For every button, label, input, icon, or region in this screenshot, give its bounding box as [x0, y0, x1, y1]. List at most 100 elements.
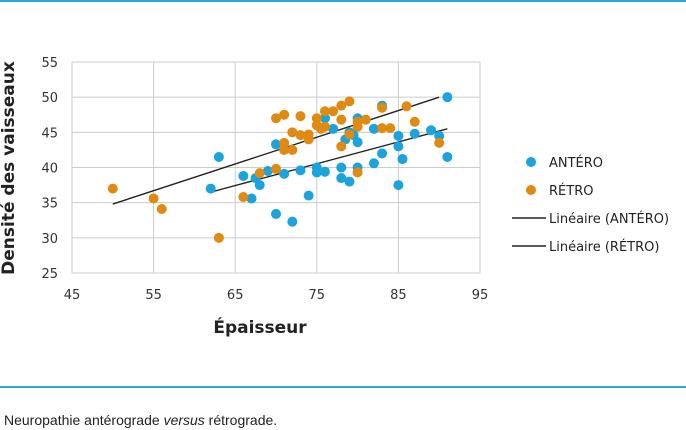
y-tick-label: 25: [41, 267, 58, 282]
point-antero: [213, 151, 224, 162]
point-retro: [336, 114, 347, 125]
point-retro: [336, 141, 347, 152]
axis-ticks: 25 30 35 40 45 50 55 45 55 65 75 85 95: [41, 56, 488, 303]
point-antero: [397, 154, 408, 165]
point-retro: [295, 111, 306, 122]
legend-dot-swatch: [526, 185, 536, 195]
y-tick-label: 45: [41, 126, 58, 141]
point-antero: [295, 165, 306, 176]
point-antero: [205, 183, 216, 194]
point-antero: [393, 141, 404, 152]
y-tick-label: 35: [41, 197, 58, 212]
point-retro: [287, 127, 298, 138]
point-retro: [319, 106, 330, 117]
top-rule: [0, 0, 686, 2]
point-antero: [319, 113, 330, 124]
point-retro: [238, 192, 249, 203]
point-retro: [352, 167, 363, 178]
point-antero: [393, 130, 404, 141]
point-retro: [319, 121, 330, 132]
point-retro: [107, 183, 118, 194]
point-antero: [409, 128, 420, 139]
point-retro: [328, 106, 339, 117]
point-antero: [238, 170, 249, 181]
x-tick-label: 45: [64, 288, 81, 303]
point-retro: [385, 123, 396, 134]
point-antero: [287, 216, 298, 227]
trendline-2: [210, 128, 448, 193]
y-tick-label: 50: [41, 91, 58, 106]
point-retro: [254, 168, 265, 179]
point-retro: [409, 116, 420, 127]
point-retro: [287, 144, 298, 155]
x-tick-label: 95: [472, 288, 489, 303]
point-antero: [271, 208, 281, 219]
legend-label: RÉTRO: [549, 183, 593, 199]
point-retro: [279, 144, 290, 155]
caption-italic: versus: [163, 412, 205, 428]
y-axis-title: Densité des vaisseaux: [0, 61, 19, 275]
point-retro: [295, 130, 306, 141]
point-antero: [344, 176, 355, 187]
point-retro: [434, 137, 445, 148]
legend-label: ANTÉRO: [549, 155, 603, 171]
x-axis-title: Épaisseur: [213, 316, 307, 338]
data-points: [107, 92, 453, 243]
point-antero: [319, 166, 330, 177]
point-retro: [336, 100, 347, 111]
x-tick-label: 85: [390, 288, 407, 303]
point-antero: [262, 166, 273, 177]
point-antero: [254, 180, 265, 191]
point-retro: [271, 113, 281, 124]
point-antero: [377, 148, 388, 159]
point-antero: [328, 123, 339, 134]
y-tick-label: 40: [41, 162, 58, 177]
point-antero: [368, 158, 379, 169]
point-retro: [279, 109, 290, 120]
point-retro: [352, 116, 363, 127]
legend-label: Linéaire (ANTÉRO): [549, 211, 669, 227]
point-retro: [360, 114, 371, 125]
y-tick-label: 55: [41, 56, 58, 71]
x-tick-label: 65: [227, 288, 244, 303]
figure-caption: Neuropathie antérograde versus rétrograd…: [4, 412, 277, 428]
point-antero: [426, 125, 437, 136]
bottom-rule: [0, 386, 686, 388]
point-retro: [148, 193, 159, 204]
point-antero: [336, 162, 347, 173]
point-antero: [393, 180, 404, 191]
point-retro: [303, 134, 314, 145]
point-retro: [311, 113, 322, 124]
point-antero: [368, 123, 379, 134]
point-retro: [156, 203, 167, 214]
trendline-3: [112, 96, 440, 205]
scatter-chart: 25 30 35 40 45 50 55 45 55 65 75 85 95 Épaisseur Den…: [0, 56, 669, 338]
legend: ANTÉRO RÉTRO Linéaire (ANTÉRO) Linéaire (RÉ…: [512, 155, 669, 255]
point-retro: [377, 102, 388, 113]
point-antero: [279, 168, 290, 179]
trendlines: [112, 96, 448, 205]
point-retro: [213, 232, 224, 243]
point-antero: [336, 173, 347, 184]
caption-text: Neuropathie antérograde: [4, 412, 164, 428]
point-retro: [401, 101, 412, 112]
point-retro: [279, 137, 290, 148]
point-antero: [442, 92, 453, 103]
point-retro: [344, 129, 355, 140]
x-tick-label: 75: [309, 288, 326, 303]
caption-text-end: rétrograde.: [204, 412, 278, 428]
legend-label: Linéaire (RÉTRO): [549, 239, 659, 255]
y-tick-label: 30: [41, 232, 58, 247]
legend-dot-swatch: [526, 157, 536, 167]
point-antero: [271, 139, 281, 150]
point-antero: [246, 193, 257, 204]
point-antero: [434, 130, 445, 141]
point-retro: [344, 96, 355, 107]
point-antero: [311, 167, 322, 178]
point-antero: [352, 137, 363, 148]
x-tick-label: 55: [145, 288, 162, 303]
point-retro: [271, 163, 281, 174]
point-antero: [442, 151, 453, 162]
point-antero: [303, 190, 314, 201]
point-retro: [377, 123, 388, 134]
